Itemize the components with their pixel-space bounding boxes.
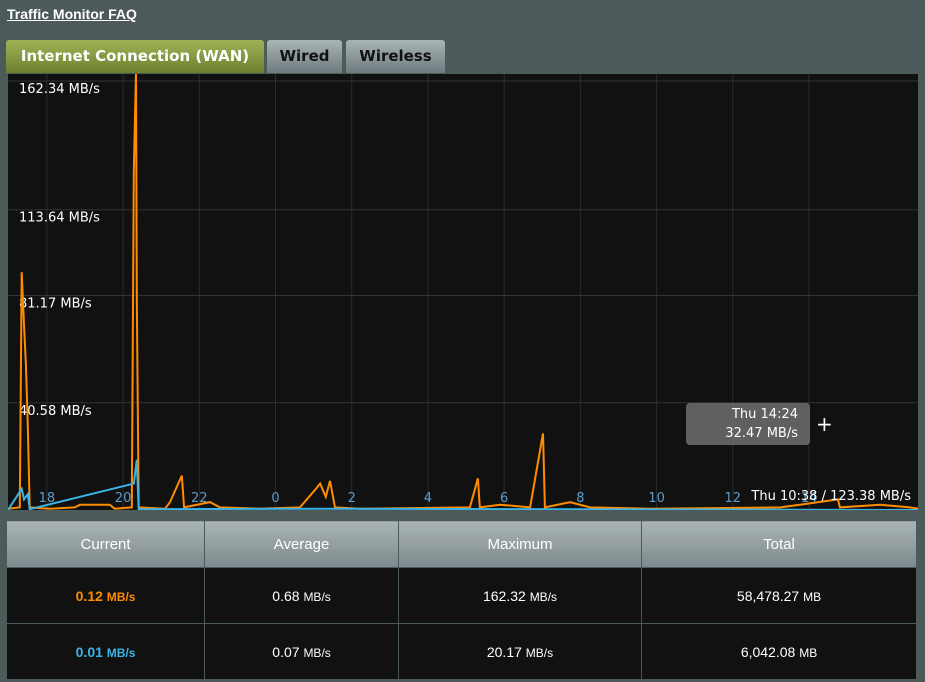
- table-row: 0.12 MB/s 0.68 MB/s 162.32 MB/s 58,478.27 M…: [5, 567, 917, 624]
- x-tick-label: 10: [648, 491, 665, 506]
- tab[interactable]: Internet Connection (WAN): [6, 40, 264, 73]
- table-cell: 58,478.27 MB: [641, 567, 917, 624]
- y-tick-label: 81.17 MB/s: [19, 297, 92, 312]
- faq-link[interactable]: Traffic Monitor FAQ: [7, 6, 137, 22]
- column-header: Maximum: [397, 520, 643, 568]
- y-tick-label: 113.64 MB/s: [19, 211, 100, 226]
- cell-unit: MB: [799, 645, 818, 660]
- y-tick-label: 162.34 MB/s: [19, 82, 100, 97]
- cell-value: 20.17: [486, 643, 522, 660]
- x-tick-label: 8: [576, 491, 584, 506]
- cell-unit: MB/s: [525, 645, 554, 660]
- cell-value: 0.07: [272, 643, 300, 660]
- status: Thu 10:38 / 123.38 MB/s: [751, 489, 911, 504]
- cell-value: 162.32: [482, 587, 526, 604]
- table-cell: 20.17 MB/s: [397, 623, 643, 680]
- table-cell: 6,042.08 MB: [641, 623, 917, 680]
- table-cell: 0.68 MB/s: [204, 567, 399, 624]
- column-header: Average: [204, 520, 399, 568]
- column-header: Current: [5, 520, 206, 568]
- column-header: Total: [641, 520, 917, 568]
- table-row: 0.01 MB/s 0.07 MB/s 20.17 MB/s 6,042.08 MB: [5, 623, 917, 680]
- crosshair: +: [816, 412, 833, 436]
- cell-unit: MB: [803, 589, 822, 604]
- tooltip-time: Thu 14:24: [731, 407, 798, 422]
- x-tick-label: 22: [191, 491, 208, 506]
- table-cell: 0.07 MB/s: [204, 623, 399, 680]
- cell-value: 0.01: [75, 643, 103, 660]
- cell-unit: MB/s: [303, 645, 331, 660]
- stats-table: Current Average Maximum Total 0.12 MB/s 0.68 …: [5, 520, 917, 680]
- x-tick-label: 6: [500, 491, 508, 506]
- cell-value: 6,042.08: [740, 643, 796, 660]
- cell-unit: MB/s: [106, 589, 136, 604]
- tooltip: Thu 14:24 32.47 MB/s: [686, 403, 810, 445]
- tab[interactable]: Wired: [267, 40, 342, 73]
- plot: [8, 74, 918, 510]
- table-cell: 0.12 MB/s: [5, 567, 206, 624]
- x-tick-label: 18: [39, 491, 56, 506]
- cell-value: 0.68: [272, 587, 300, 604]
- x-tick-label: 4: [424, 491, 432, 506]
- tooltip-value: 32.47 MB/s: [725, 426, 798, 441]
- cell-value: 58,478.27: [736, 587, 800, 604]
- cell-unit: MB/s: [303, 589, 331, 604]
- tab[interactable]: Wireless: [346, 40, 445, 73]
- cell-value: 0.12: [75, 587, 103, 604]
- x-tick-label: 2: [348, 491, 356, 506]
- table-cell: 0.01 MB/s: [5, 623, 206, 680]
- x-tick-label: 12: [725, 491, 742, 506]
- table-cell: 162.32 MB/s: [397, 567, 643, 624]
- cell-unit: MB/s: [529, 589, 558, 604]
- x-tick-label: 0: [271, 491, 279, 506]
- cell-unit: MB/s: [106, 645, 136, 660]
- series-line: [8, 459, 918, 510]
- y-tick-label: 40.58 MB/s: [19, 404, 92, 419]
- x-tick-label: 20: [115, 491, 132, 506]
